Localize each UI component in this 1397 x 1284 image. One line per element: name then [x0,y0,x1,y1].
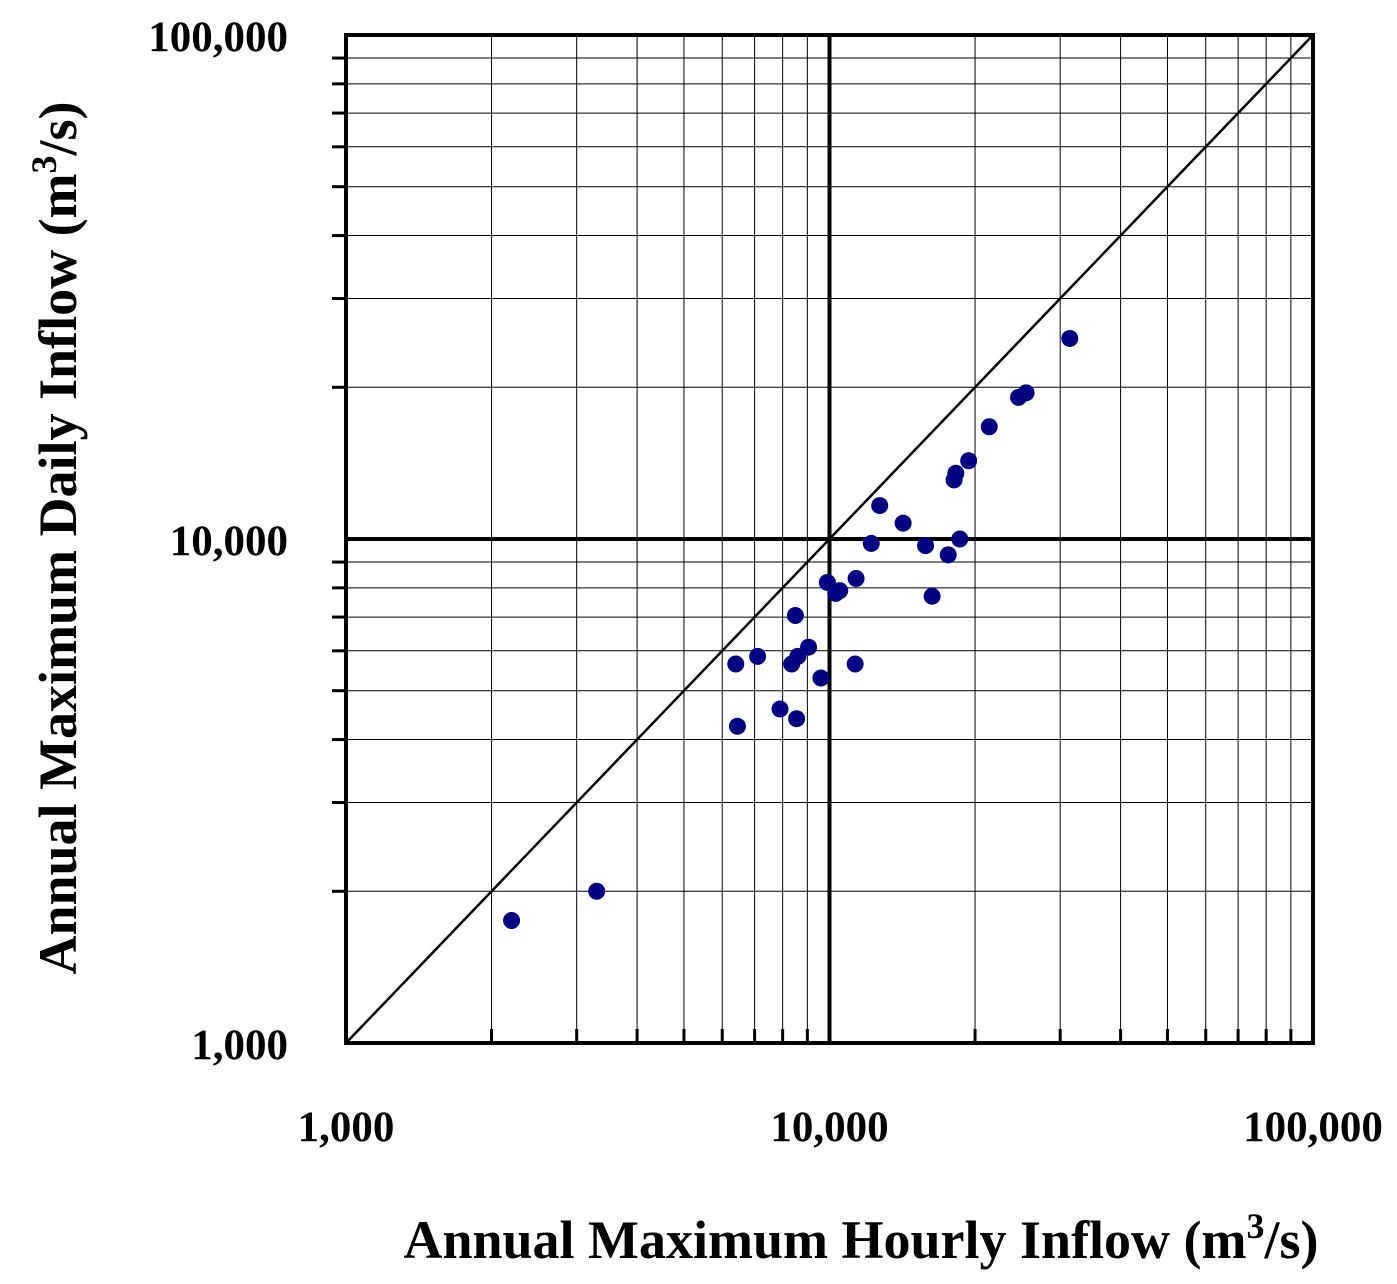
data-point [788,710,806,728]
data-point [917,537,935,555]
data-point [728,717,746,735]
data-point [846,655,864,673]
y-axis-title: Annual Maximum Daily Inflow (m3/s) [24,101,88,974]
x-axis-title: Annual Maximum Hourly Inflow (m3/s) [403,1206,1318,1270]
data-point [749,647,767,665]
y-tick-label: 100,000 [148,14,288,61]
data-point [812,669,830,687]
data-point [951,530,969,548]
data-point [980,418,998,436]
data-point [503,912,521,930]
data-point [923,587,941,605]
data-point [1017,384,1035,402]
plot-frame [344,33,1315,1045]
data-point [847,569,865,587]
data-point [800,638,818,656]
data-point [939,546,957,564]
x-tick-label: 100,000 [1243,1104,1383,1151]
one-to-one-line [345,34,1314,1044]
data-point [1061,329,1079,347]
data-point [862,534,880,552]
data-point [588,882,606,900]
data-point [894,514,912,532]
y-tick-label: 10,000 [170,518,288,565]
tick-labels: 1,000 10,000 100,000 1,000 10,000 100,000 [148,14,1383,1151]
data-point [771,700,789,718]
data-point [871,497,889,515]
x-tick-label: 1,000 [298,1104,395,1151]
y-tick-label: 1,000 [191,1022,288,1069]
data-point [786,607,804,625]
data-point [960,452,978,470]
data-point [947,464,965,482]
data-point [831,582,849,600]
x-tick-label: 10,000 [770,1104,888,1151]
data-points [503,329,1079,930]
data-point [727,655,745,673]
